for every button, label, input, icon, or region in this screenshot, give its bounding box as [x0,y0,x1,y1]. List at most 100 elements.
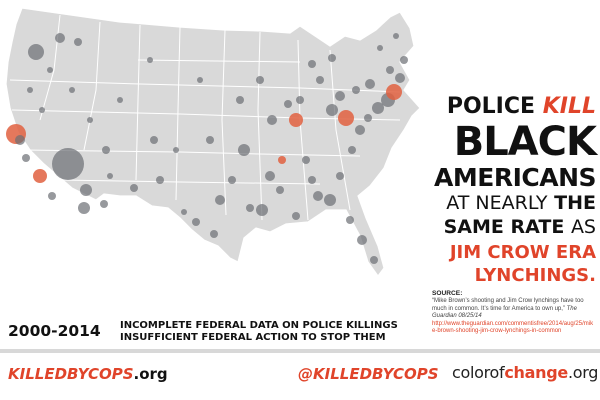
claim-insufficient-action: INSUFFICIENT FEDERAL ACTION TO STOP THEM [120,332,386,343]
incident-dot [27,87,33,93]
incident-dot [393,33,399,39]
headline-at-nearly: AT NEARLY [446,192,548,214]
years-range: 2000-2014 [8,322,101,340]
source-citation: SOURCE: “Mike Brown’s shooting and Jim C… [432,290,594,335]
incident-dot [395,73,405,83]
incident-dot [147,57,153,63]
headline-kill: KILL [542,94,596,119]
incident-dot [210,230,218,238]
incident-dot [206,136,214,144]
incident-dot [346,216,354,224]
incident-dot [87,117,93,123]
incident-dot [55,33,65,43]
source-quote: “Mike Brown’s shooting and Jim Crow lync… [432,298,594,320]
headline-lynchings: LYNCHINGS. [474,265,596,286]
incident-dot [265,171,275,181]
incident-dot [386,84,402,100]
footer-divider [0,349,600,353]
headline-as: AS [570,216,596,238]
headline-black: BLACK [453,119,597,165]
headline: POLICE KILL BLACK AMERICANS AT NEARLY TH… [428,94,597,286]
colorofchange-logo[interactable]: colorofchange.org [452,363,598,382]
headline-same-rate: SAME RATE [443,216,565,238]
incident-dot [238,144,250,156]
incident-dot [365,79,375,89]
incident-dot [313,191,323,201]
twitter-handle[interactable]: @KILLEDBYCOPS [298,365,439,383]
coc-colorof: colorof [452,363,505,382]
incident-dot [150,136,158,144]
incident-dot [336,172,344,180]
incident-dot [52,148,84,180]
incident-dot [302,156,310,164]
incident-dot [352,86,360,94]
incident-dot [74,38,82,46]
incident-dot [117,97,123,103]
incident-dot [22,154,30,162]
incident-dot [338,110,354,126]
incident-dots [6,33,408,264]
incident-dot [400,56,408,64]
incident-dot [156,176,164,184]
incident-dot [130,184,138,192]
coc-change: change [504,363,568,382]
claims-block: INCOMPLETE FEDERAL DATA ON POLICE KILLIN… [120,320,398,344]
incident-dot [296,96,304,104]
incident-dot [308,60,316,68]
source-publication: The Guardian 08/25/14 [432,305,577,320]
incident-dot [107,173,113,179]
us-map [5,7,421,278]
incident-dot [276,186,284,194]
incident-dot [28,44,44,60]
incident-dot [267,115,277,125]
incident-dot [80,184,92,196]
incident-dot [326,104,338,116]
incident-dot [197,77,203,83]
incident-dot [173,147,179,153]
incident-dot [215,195,225,205]
logo-tld: .org [133,365,168,383]
incident-dot [308,176,316,184]
incident-dot [348,146,356,154]
incident-dot [33,169,47,183]
headline-police: POLICE [446,94,536,119]
incident-dot [39,107,45,113]
headline-the: THE [554,192,596,214]
incident-dot [192,218,200,226]
incident-dot [256,204,268,216]
incident-dot [370,256,378,264]
incident-dot [364,114,372,122]
incident-dot [372,102,384,114]
incident-dot [316,76,324,84]
source-link[interactable]: http://www.theguardian.com/commentisfree… [432,320,594,335]
headline-americans: AMERICANS [434,163,596,192]
incident-dot [100,200,108,208]
incident-dot [236,96,244,104]
incident-dot [278,156,286,164]
incident-dot [292,212,300,220]
coc-org: .org [567,363,599,382]
incident-dot [324,194,336,206]
incident-dot [289,113,303,127]
source-label: SOURCE: [432,290,463,297]
claim-incomplete-data: INCOMPLETE FEDERAL DATA ON POLICE KILLIN… [120,320,398,331]
incident-dot [377,45,383,51]
incident-dot [386,66,394,74]
incident-dot [284,100,292,108]
incident-dot [335,91,345,101]
incident-dot [228,176,236,184]
incident-dot [102,146,110,154]
incident-dot [246,204,254,212]
incident-dot [47,67,53,73]
incident-dot [328,54,336,62]
logo-name: KILLEDBYCOPS [8,365,134,383]
state-borders [9,14,401,221]
killedbycops-logo[interactable]: KILLEDBYCOPS.org [8,365,168,383]
headline-jim-crow: JIM CROW ERA [449,242,596,263]
incident-dot [15,135,25,145]
incident-dot [69,87,75,93]
source-quote-text: “Mike Brown’s shooting and Jim Crow lync… [432,298,584,312]
incident-dot [181,209,187,215]
incident-dot [256,76,264,84]
incident-dot [78,202,90,214]
